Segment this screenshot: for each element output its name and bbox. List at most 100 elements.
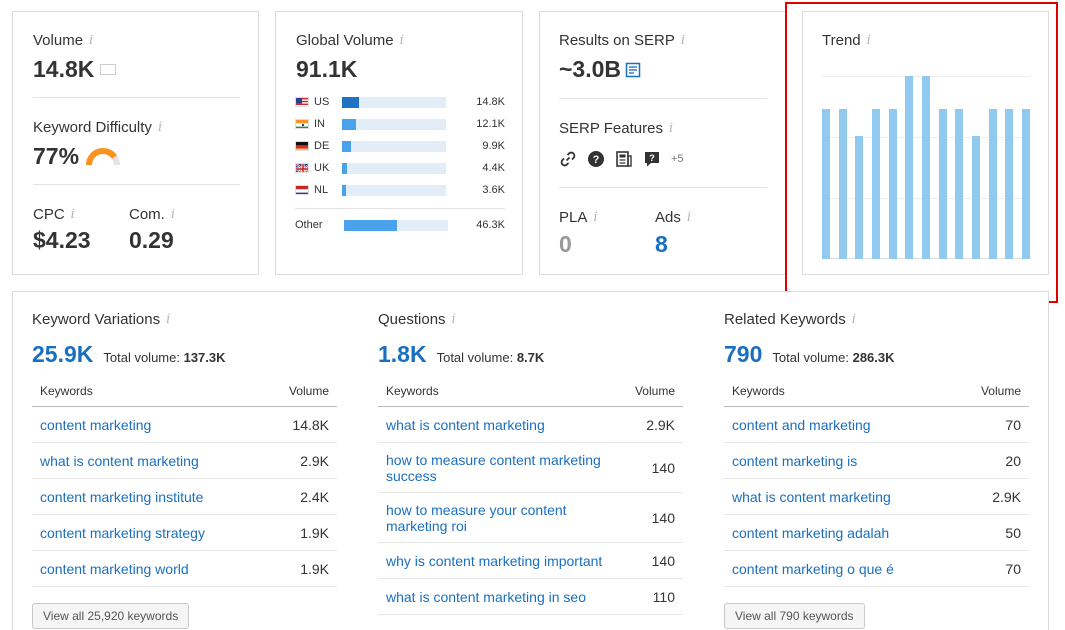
- trend-card: Trend i: [802, 11, 1049, 275]
- trend-bar[interactable]: [955, 108, 964, 259]
- info-icon[interactable]: i: [851, 312, 856, 327]
- news-icon[interactable]: [615, 150, 633, 168]
- link-icon[interactable]: [559, 150, 577, 168]
- keywords-column-header[interactable]: Keywords: [40, 383, 93, 398]
- info-icon[interactable]: i: [668, 121, 674, 136]
- serp-features-title: SERP Features i: [559, 120, 673, 137]
- trend-bar[interactable]: [905, 76, 914, 259]
- info-icon[interactable]: i: [451, 312, 456, 327]
- divider: [295, 208, 505, 209]
- us-flag-icon: [100, 64, 117, 75]
- trend-bar[interactable]: [1005, 108, 1014, 259]
- volume-column-header[interactable]: Volume: [980, 383, 1021, 398]
- keyword-link[interactable]: what is content marketing: [40, 452, 199, 469]
- keyword-link[interactable]: content marketing world: [40, 560, 189, 577]
- svg-text:?: ?: [649, 153, 655, 163]
- info-icon[interactable]: i: [70, 207, 75, 222]
- view-all-variations-button[interactable]: View all 25,920 keywords: [32, 603, 190, 629]
- keyword-link[interactable]: why is content marketing important: [386, 552, 603, 569]
- trend-bar[interactable]: [922, 76, 930, 259]
- keyword-volume: 70: [1005, 560, 1021, 577]
- serp-document-icon[interactable]: [625, 62, 641, 78]
- info-icon[interactable]: i: [866, 33, 871, 48]
- trend-title: Trend i: [822, 32, 871, 49]
- keyword-link[interactable]: content marketing institute: [40, 488, 204, 505]
- keywords-column-header[interactable]: Keywords: [732, 383, 785, 398]
- total-volume-value: 286.3K: [852, 350, 895, 365]
- pla-label: PLA: [559, 209, 588, 226]
- serp-results-label: Results on SERP: [559, 32, 675, 49]
- global-volume-label: Global Volume: [296, 32, 394, 49]
- questions-count[interactable]: 1.8K: [378, 341, 427, 367]
- trend-bar[interactable]: [855, 136, 864, 259]
- keyword-link[interactable]: what is content marketing in seo: [386, 588, 586, 605]
- country-bar: [342, 118, 446, 130]
- country-row-de[interactable]: DE 9.9K: [295, 137, 505, 155]
- cpc-label: CPC: [33, 206, 65, 223]
- trend-bar[interactable]: [938, 108, 947, 259]
- difficulty-value-row: 77%: [33, 143, 121, 170]
- trend-bar[interactable]: [988, 108, 997, 259]
- keyword-link[interactable]: how to measure content marketing success: [386, 451, 601, 484]
- info-icon[interactable]: i: [593, 210, 598, 225]
- info-icon[interactable]: i: [686, 210, 692, 225]
- keyword-link[interactable]: content marketing adalah: [732, 524, 890, 541]
- table-row: what is content marketing 2.9K: [724, 479, 1029, 515]
- related-total: Total volume: 286.3K: [772, 350, 894, 365]
- trend-bar[interactable]: [1022, 108, 1030, 259]
- keyword-link[interactable]: content marketing is: [732, 452, 858, 469]
- related-table: Keywords Volume content and marketing 70 …: [724, 375, 1029, 587]
- country-bar: [342, 162, 446, 174]
- question-bubble-icon[interactable]: ?: [643, 150, 661, 168]
- keyword-volume: 140: [651, 552, 675, 569]
- trend-bar[interactable]: [888, 108, 897, 259]
- info-icon[interactable]: i: [166, 312, 171, 327]
- related-count[interactable]: 790: [724, 341, 763, 367]
- question-circle-icon[interactable]: ?: [587, 150, 605, 168]
- uk-flag-icon: [295, 163, 309, 173]
- country-row-uk[interactable]: UK 4.4K: [295, 159, 505, 177]
- ads-title: Ads i: [655, 209, 691, 226]
- info-icon[interactable]: i: [89, 33, 94, 48]
- table-row: content marketing institute 2.4K: [32, 479, 337, 515]
- trend-bar[interactable]: [822, 108, 830, 259]
- keyword-link[interactable]: content marketing o que é: [732, 560, 894, 577]
- info-icon[interactable]: i: [399, 33, 404, 48]
- keywords-column-header[interactable]: Keywords: [386, 383, 439, 398]
- ads-value[interactable]: 8: [655, 231, 668, 257]
- trend-bar[interactable]: [838, 108, 847, 259]
- serp-results-value-row: ~3.0B: [559, 56, 641, 83]
- volume-label: Volume: [33, 32, 84, 49]
- country-code: Other: [295, 219, 323, 231]
- info-icon[interactable]: i: [680, 33, 686, 48]
- netherlands-flag-icon: [295, 185, 309, 195]
- keyword-link[interactable]: content marketing strategy: [40, 524, 205, 541]
- global-volume-card: Global Volume i 91.1K US 14.8K IN 12.1K …: [275, 11, 523, 275]
- serp-features-label: SERP Features: [559, 120, 663, 137]
- keyword-volume: 20: [1005, 452, 1021, 469]
- country-row-in[interactable]: IN 12.1K: [295, 115, 505, 133]
- country-code: NL: [314, 184, 329, 196]
- serp-features-more[interactable]: +5: [671, 153, 684, 165]
- info-icon[interactable]: i: [157, 120, 163, 135]
- volume-column-header[interactable]: Volume: [288, 383, 329, 398]
- keyword-link[interactable]: content and marketing: [732, 416, 871, 433]
- trend-highlight-box: [785, 2, 1058, 303]
- questions-label: Questions: [378, 311, 446, 328]
- country-row-us[interactable]: US 14.8K: [295, 93, 505, 111]
- trend-bar[interactable]: [972, 136, 980, 259]
- view-all-related-button[interactable]: View all 790 keywords: [724, 603, 865, 629]
- volume-column-header[interactable]: Volume: [634, 383, 675, 398]
- variations-count[interactable]: 25.9K: [32, 341, 94, 367]
- keyword-volume: 14.8K: [292, 416, 329, 433]
- country-value: 14.8K: [476, 96, 505, 108]
- keyword-link[interactable]: content marketing: [40, 416, 152, 433]
- keyword-link[interactable]: what is content marketing: [732, 488, 891, 505]
- info-icon[interactable]: i: [170, 207, 176, 222]
- country-row-nl[interactable]: NL 3.6K: [295, 181, 505, 199]
- keyword-volume: 1.9K: [300, 560, 329, 577]
- keyword-link[interactable]: how to measure your content marketing ro…: [386, 501, 567, 534]
- trend-bar[interactable]: [872, 108, 880, 259]
- country-value: 4.4K: [482, 162, 505, 174]
- keyword-link[interactable]: what is content marketing: [386, 416, 545, 433]
